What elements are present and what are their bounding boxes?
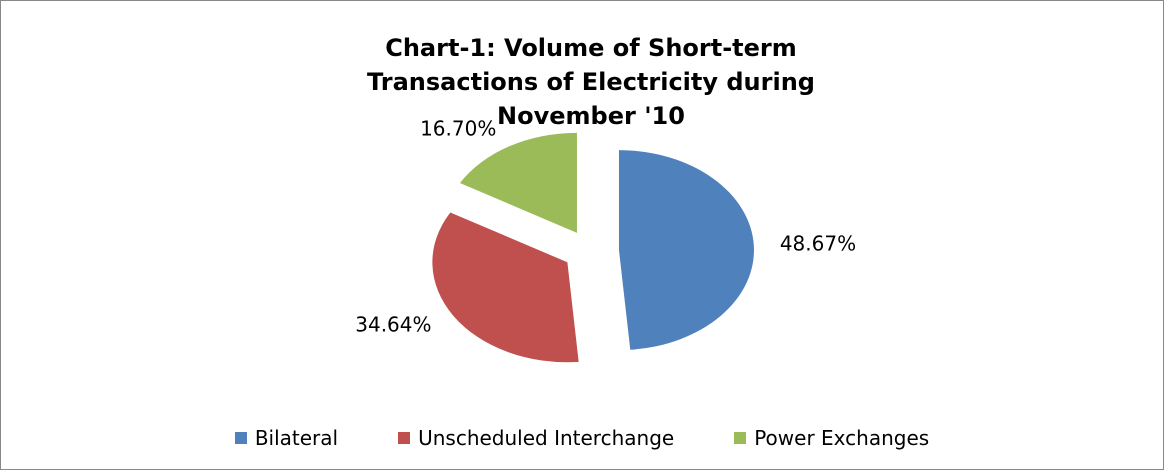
chart-title: Chart-1: Volume of Short-term Transactio… [367,34,815,130]
pie-slice [459,132,577,233]
legend-item: Bilateral [234,426,339,450]
legend-item: Power Exchanges [734,426,929,450]
data-label: 16.70% [420,116,496,140]
legend-label: Power Exchanges [754,426,930,450]
pie-slice [618,150,754,350]
legend-label: Bilateral [254,426,339,450]
legend-swatch [734,432,747,444]
legend-item: Unscheduled Interchange [398,426,674,450]
pie-slice [432,212,579,363]
legend-label: Unscheduled Interchange [418,426,675,450]
data-label: 48.67% [780,232,856,256]
legend-swatch [398,432,411,444]
legend: Bilateral Unscheduled Interchange Power Ex… [1,426,1163,450]
data-label: 34.64% [355,313,431,337]
legend-swatch [234,432,247,444]
